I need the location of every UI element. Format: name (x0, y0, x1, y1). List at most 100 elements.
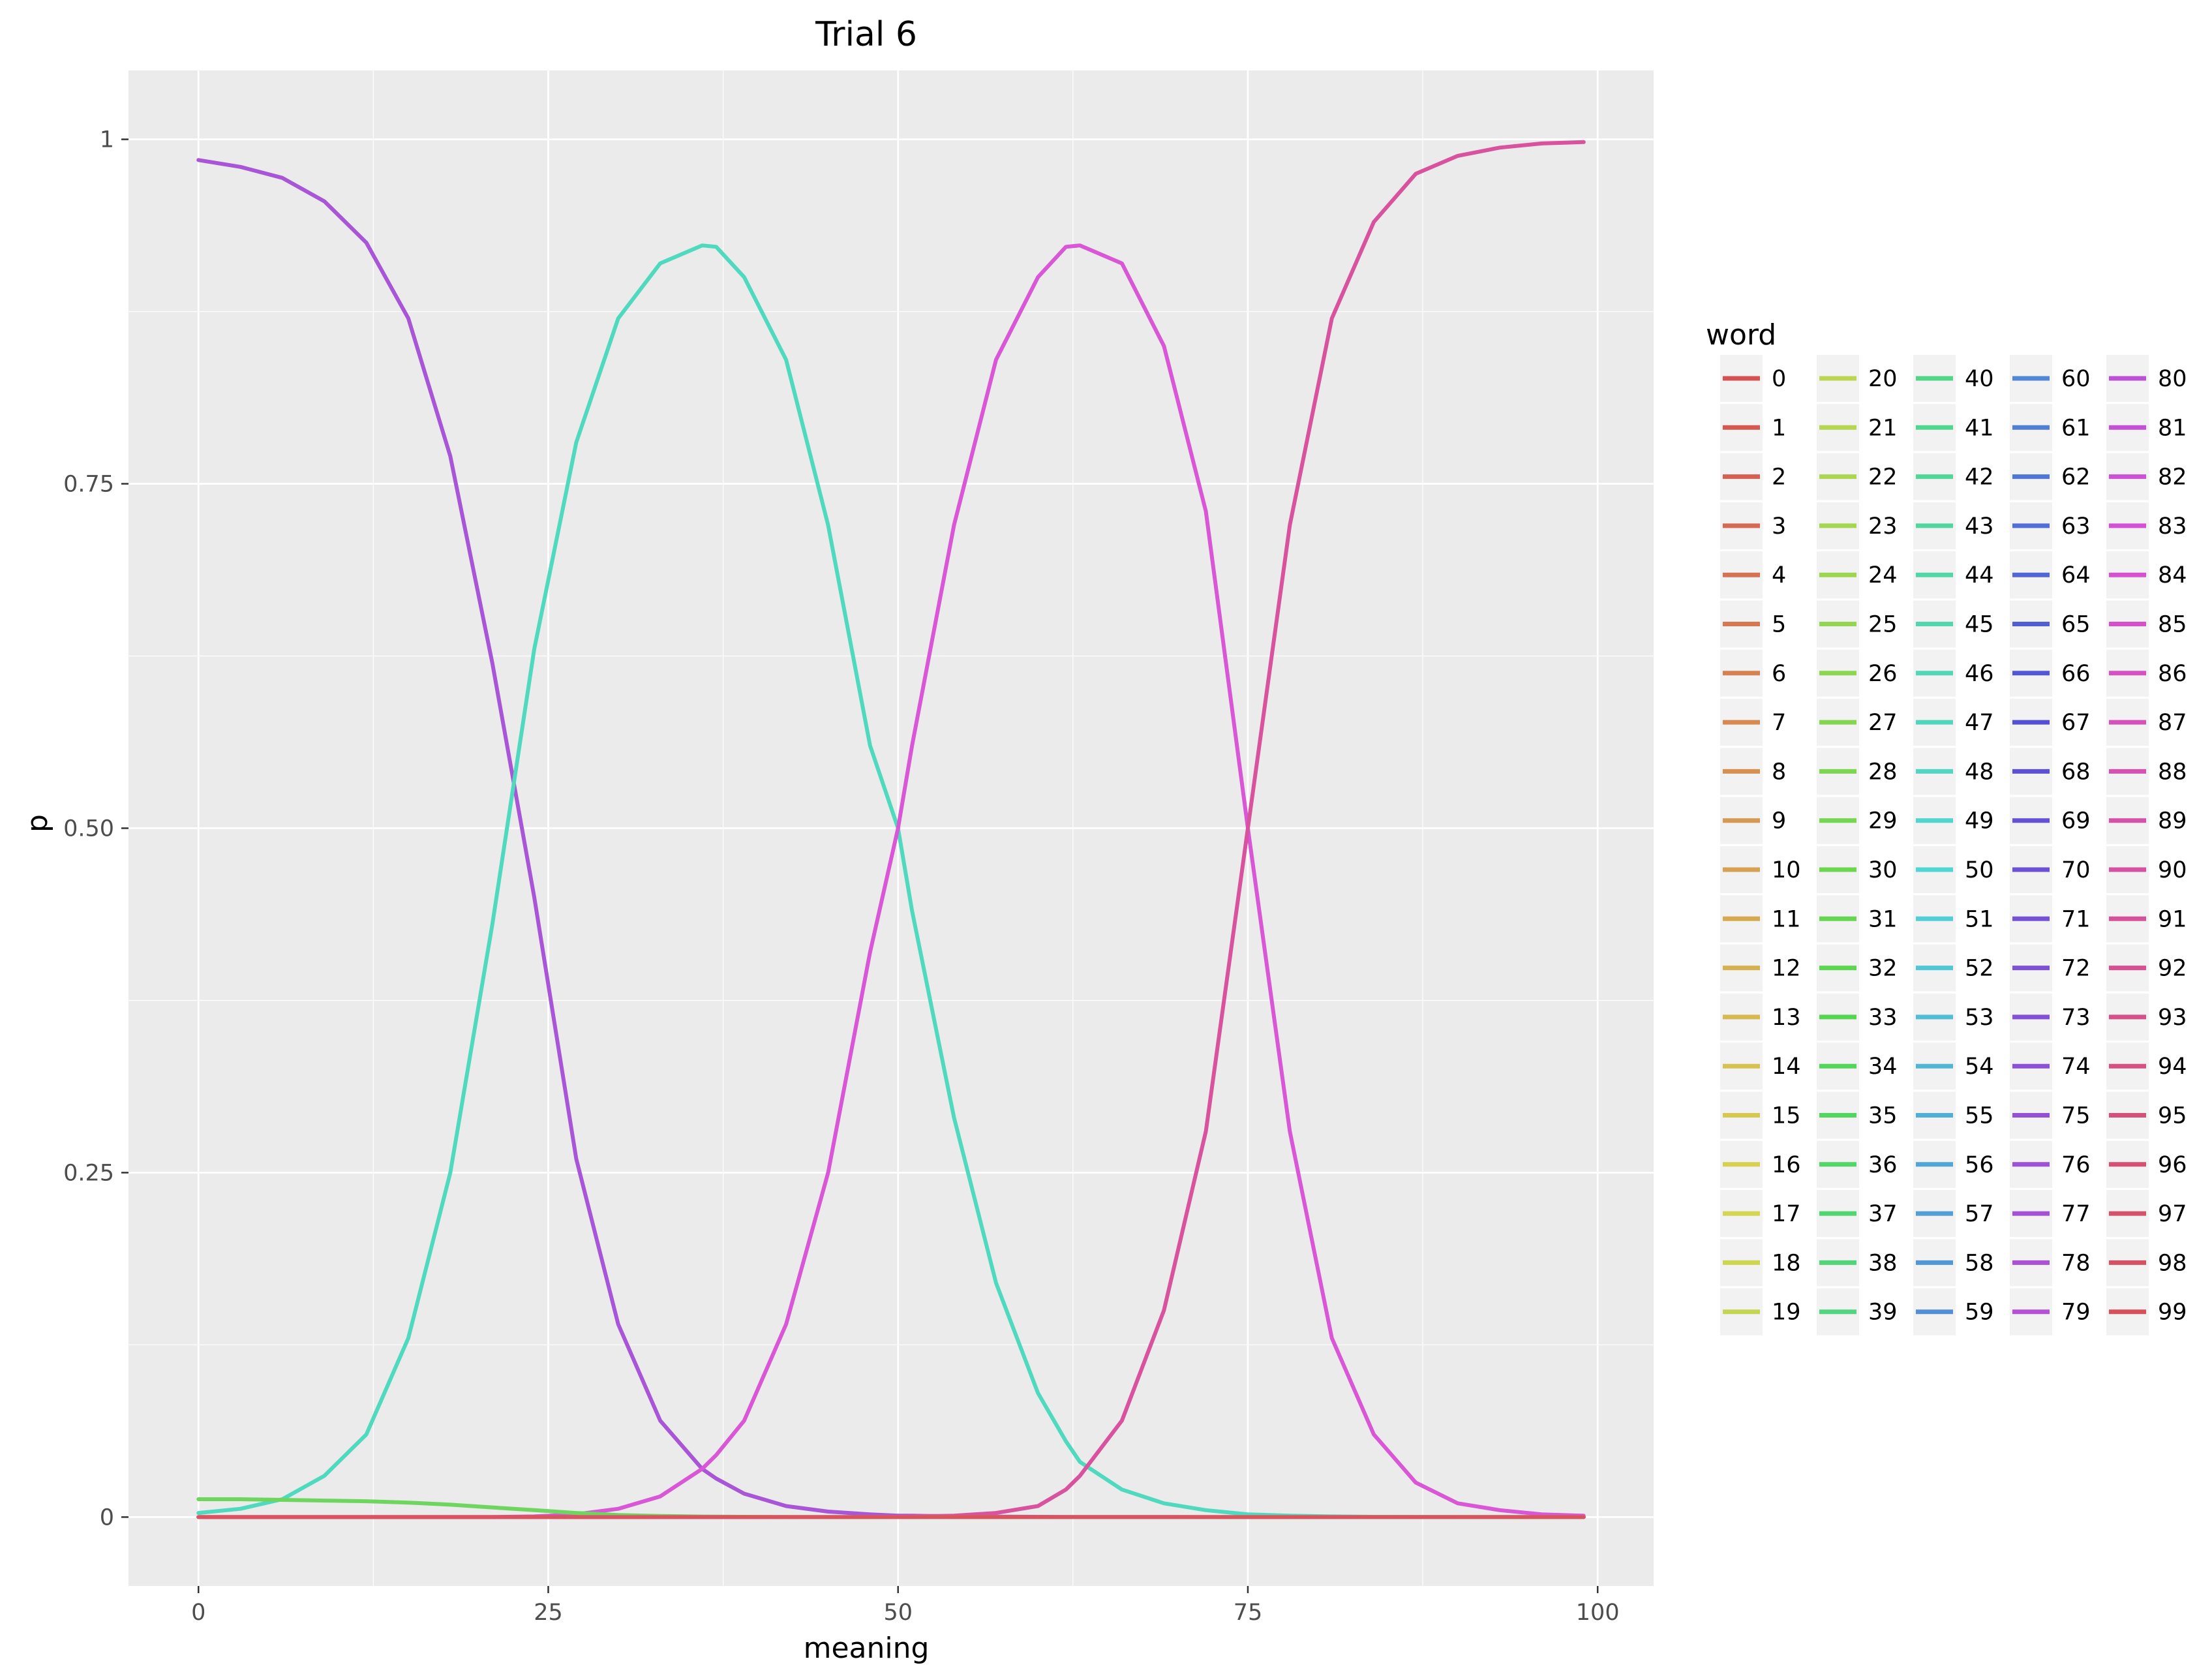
legend-label: 70 (2061, 857, 2091, 883)
legend-label: 88 (2158, 759, 2187, 785)
legend-label: 90 (2158, 857, 2187, 883)
series-lines (196, 140, 1586, 1519)
legend-label: 82 (2158, 465, 2187, 491)
legend-label: 40 (1965, 366, 1994, 392)
x-tick-label: 100 (1576, 1600, 1620, 1626)
legend-label: 9 (1772, 808, 1786, 834)
legend-label: 38 (1868, 1250, 1898, 1276)
legend-label: 89 (2158, 808, 2187, 834)
legend-label: 76 (2061, 1152, 2091, 1178)
legend-label: 57 (1965, 1201, 1994, 1227)
legend-label: 11 (1772, 906, 1801, 932)
legend-label: 81 (2158, 415, 2187, 441)
legend-label: 75 (2061, 1103, 2091, 1129)
legend-label: 32 (1868, 956, 1898, 982)
legend-label: 35 (1868, 1103, 1898, 1129)
legend-label: 8 (1772, 759, 1786, 785)
legend-label: 24 (1868, 562, 1898, 588)
legend-label: 6 (1772, 661, 1786, 687)
legend-label: 87 (2158, 710, 2187, 736)
legend-label: 0 (1772, 366, 1786, 392)
legend-label: 58 (1965, 1250, 1994, 1276)
legend-label: 43 (1965, 513, 1994, 540)
legend-label: 47 (1965, 710, 1994, 736)
legend-label: 53 (1965, 1005, 1994, 1031)
legend-label: 86 (2158, 661, 2187, 687)
legend-label: 27 (1868, 710, 1898, 736)
y-tick-label: 0.25 (63, 1160, 114, 1186)
legend-label: 66 (2061, 661, 2091, 687)
legend-label: 41 (1965, 415, 1994, 441)
legend-label: 61 (2061, 415, 2091, 441)
legend-label: 69 (2061, 808, 2091, 834)
y-tick-label: 0.75 (63, 472, 114, 498)
legend-label: 83 (2158, 513, 2187, 540)
legend-label: 33 (1868, 1005, 1898, 1031)
legend-label: 4 (1772, 562, 1786, 588)
legend-label: 60 (2061, 366, 2091, 392)
legend-label: 97 (2158, 1201, 2187, 1227)
legend-label: 79 (2061, 1300, 2091, 1326)
legend-label: 49 (1965, 808, 1994, 834)
legend-label: 91 (2158, 906, 2187, 932)
legend-label: 30 (1868, 857, 1898, 883)
legend-label: 2 (1772, 465, 1786, 491)
legend-label: 72 (2061, 956, 2091, 982)
legend-label: 12 (1772, 956, 1801, 982)
legend-label: 15 (1772, 1103, 1801, 1129)
legend-label: 71 (2061, 906, 2091, 932)
legend-label: 98 (2158, 1250, 2187, 1276)
legend-label: 55 (1965, 1103, 1994, 1129)
legend-label: 46 (1965, 661, 1994, 687)
legend-label: 20 (1868, 366, 1898, 392)
legend-label: 94 (2158, 1054, 2187, 1080)
legend-label: 23 (1868, 513, 1898, 540)
legend-label: 73 (2061, 1005, 2091, 1031)
y-tick-label: 0 (100, 1504, 114, 1531)
legend-label: 95 (2158, 1103, 2187, 1129)
x-axis-label: meaning (804, 1632, 930, 1665)
legend-label: 74 (2061, 1054, 2091, 1080)
y-tick-label: 0.50 (63, 816, 114, 842)
y-tick-label: 1 (100, 127, 114, 153)
y-axis-label: p (21, 814, 54, 832)
x-tick-label: 50 (883, 1600, 913, 1626)
legend-label: 56 (1965, 1152, 1994, 1178)
legend-label: 39 (1868, 1300, 1898, 1326)
legend-label: 28 (1868, 759, 1898, 785)
legend-label: 10 (1772, 857, 1801, 883)
legend-label: 93 (2158, 1005, 2187, 1031)
legend-label: 96 (2158, 1152, 2187, 1178)
legend-label: 31 (1868, 906, 1898, 932)
legend-label: 99 (2158, 1300, 2187, 1326)
legend-label: 62 (2061, 465, 2091, 491)
legend-label: 77 (2061, 1201, 2091, 1227)
legend-label: 14 (1772, 1054, 1801, 1080)
legend-label: 18 (1772, 1250, 1801, 1276)
legend: 0123456789101112131415161718192021222324… (1720, 355, 2187, 1335)
legend-label: 44 (1965, 562, 1994, 588)
legend-label: 34 (1868, 1054, 1898, 1080)
legend-label: 68 (2061, 759, 2091, 785)
legend-label: 63 (2061, 513, 2091, 540)
legend-label: 45 (1965, 612, 1994, 638)
x-tick-label: 0 (191, 1600, 205, 1626)
legend-label: 13 (1772, 1005, 1801, 1031)
legend-label: 80 (2158, 366, 2187, 392)
legend-label: 25 (1868, 612, 1898, 638)
legend-label: 17 (1772, 1201, 1801, 1227)
legend-label: 1 (1772, 415, 1786, 441)
legend-label: 78 (2061, 1250, 2091, 1276)
legend-title: word (1706, 318, 1776, 352)
legend-label: 52 (1965, 956, 1994, 982)
legend-label: 42 (1965, 465, 1994, 491)
legend-label: 16 (1772, 1152, 1801, 1178)
legend-label: 50 (1965, 857, 1994, 883)
legend-label: 64 (2061, 562, 2091, 588)
legend-label: 59 (1965, 1300, 1994, 1326)
legend-label: 85 (2158, 612, 2187, 638)
legend-label: 92 (2158, 956, 2187, 982)
legend-label: 21 (1868, 415, 1898, 441)
legend-label: 29 (1868, 808, 1898, 834)
